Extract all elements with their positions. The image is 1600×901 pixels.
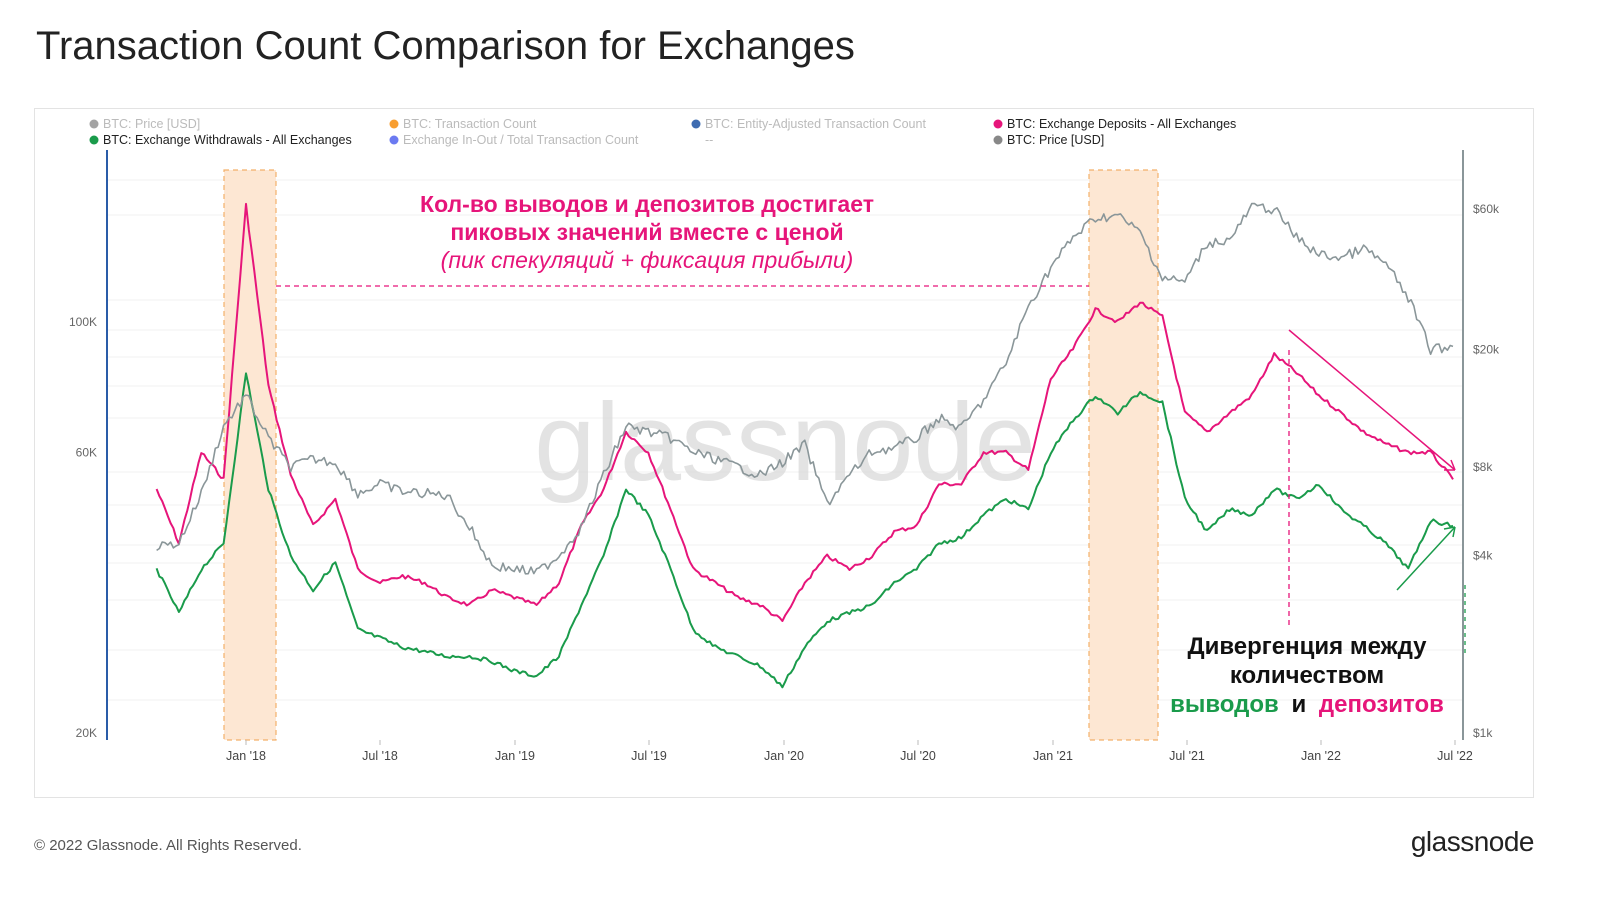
legend-label: BTC: Transaction Count xyxy=(403,117,537,131)
legend-item[interactable]: BTC: Price [USD] xyxy=(993,133,1105,147)
page-title: Transaction Count Comparison for Exchang… xyxy=(36,24,855,68)
x-tick-label: Jul '22 xyxy=(1437,749,1473,763)
series-line xyxy=(156,202,1454,575)
legend: BTC: Price [USD] BTC: Transaction Count BT… xyxy=(89,117,1237,147)
axes: 20K 60K 100K $1k $4k $8k $20k $60k Jan '18 Jul '1… xyxy=(69,150,1500,763)
legend-item[interactable]: BTC: Exchange Withdrawals - All Exchange… xyxy=(89,133,352,147)
series-line xyxy=(155,202,1454,622)
legend-dot xyxy=(89,135,99,145)
annotation-divergence-line1: Дивергенция между xyxy=(1188,633,1428,660)
legend-item[interactable]: BTC: Entity-Adjusted Transaction Count xyxy=(691,117,927,131)
legend-dot xyxy=(993,119,1003,129)
annotation-divergence-line2: количеством xyxy=(1230,662,1384,689)
legend-label: BTC: Exchange Deposits - All Exchanges xyxy=(1007,117,1236,131)
legend-item[interactable]: Exchange In-Out / Total Transaction Coun… xyxy=(389,133,639,147)
highlight-band xyxy=(223,169,277,741)
brand-logo: glassnode xyxy=(1410,826,1535,857)
watermark: glassnode xyxy=(534,381,1036,504)
legend-label: -- xyxy=(705,133,713,147)
annotation-deposits: депозитов xyxy=(1319,691,1444,718)
deposits-trend-arrow xyxy=(1288,329,1456,471)
highlight-band xyxy=(1088,169,1159,741)
legend-item[interactable]: BTC: Transaction Count xyxy=(389,117,537,131)
y-left-tick-label: 100K xyxy=(69,315,97,329)
series-lines xyxy=(155,202,1454,689)
x-tick-label: Jan '18 xyxy=(226,749,266,763)
y-right-tick-label: $20k xyxy=(1473,343,1500,357)
series-line xyxy=(155,372,1454,689)
withdrawals-trend-arrow xyxy=(1396,526,1456,591)
x-tick-label: Jan '19 xyxy=(495,749,535,763)
y-right-tick-label: $8k xyxy=(1473,460,1493,474)
y-left-tick-label: 60K xyxy=(76,445,97,459)
legend-dot xyxy=(691,119,701,129)
legend-dot xyxy=(389,119,399,129)
legend-label: BTC: Entity-Adjusted Transaction Count xyxy=(705,117,926,131)
y-right-tick-label: $4k xyxy=(1473,549,1493,563)
y-left-tick-label: 20K xyxy=(76,726,97,740)
legend-dot xyxy=(89,119,99,129)
legend-label: BTC: Exchange Withdrawals - All Exchange… xyxy=(103,133,352,147)
x-tick-label: Jan '21 xyxy=(1033,749,1073,763)
grid xyxy=(107,179,1463,701)
x-tick-label: Jan '20 xyxy=(764,749,804,763)
x-tick-label: Jul '20 xyxy=(900,749,936,763)
deposits-arrow-head xyxy=(1444,459,1456,471)
legend-dot xyxy=(389,135,399,145)
legend-item[interactable]: BTC: Price [USD] xyxy=(89,117,201,131)
copyright: © 2022 Glassnode. All Rights Reserved. xyxy=(34,837,302,854)
annotation-peak-line2: пиковых значений вместе с ценой xyxy=(450,219,843,245)
annotations: Кол-во выводов и депозитов достигает пик… xyxy=(276,191,1466,718)
x-tick-label: Jul '18 xyxy=(362,749,398,763)
legend-label: Exchange In-Out / Total Transaction Coun… xyxy=(403,133,639,147)
annotation-peak-line1: Кол-во выводов и депозитов достигает xyxy=(420,191,874,217)
legend-label: BTC: Price [USD] xyxy=(1007,133,1104,147)
annotation-and: и xyxy=(1291,691,1306,718)
withdrawals-arrow-head xyxy=(1443,526,1456,538)
legend-item[interactable]: BTC: Exchange Deposits - All Exchanges xyxy=(993,117,1237,131)
annotation-divergence-line3: выводов и депозитов xyxy=(1170,691,1444,718)
y-right-tick-label: $1k xyxy=(1473,726,1493,740)
x-tick-label: Jul '21 xyxy=(1169,749,1205,763)
legend-item[interactable]: -- xyxy=(705,133,713,147)
chart-frame xyxy=(34,108,1534,798)
x-tick-label: Jan '22 xyxy=(1301,749,1341,763)
y-right-tick-label: $60k xyxy=(1473,202,1500,216)
legend-dot xyxy=(993,135,1003,145)
annotation-withdrawals: выводов xyxy=(1170,691,1279,718)
highlight-bands xyxy=(223,169,1159,741)
x-tick-label: Jul '19 xyxy=(631,749,667,763)
legend-label: BTC: Price [USD] xyxy=(103,117,200,131)
annotation-peak-line3: (пик спекуляций + фиксация прибыли) xyxy=(441,247,854,273)
